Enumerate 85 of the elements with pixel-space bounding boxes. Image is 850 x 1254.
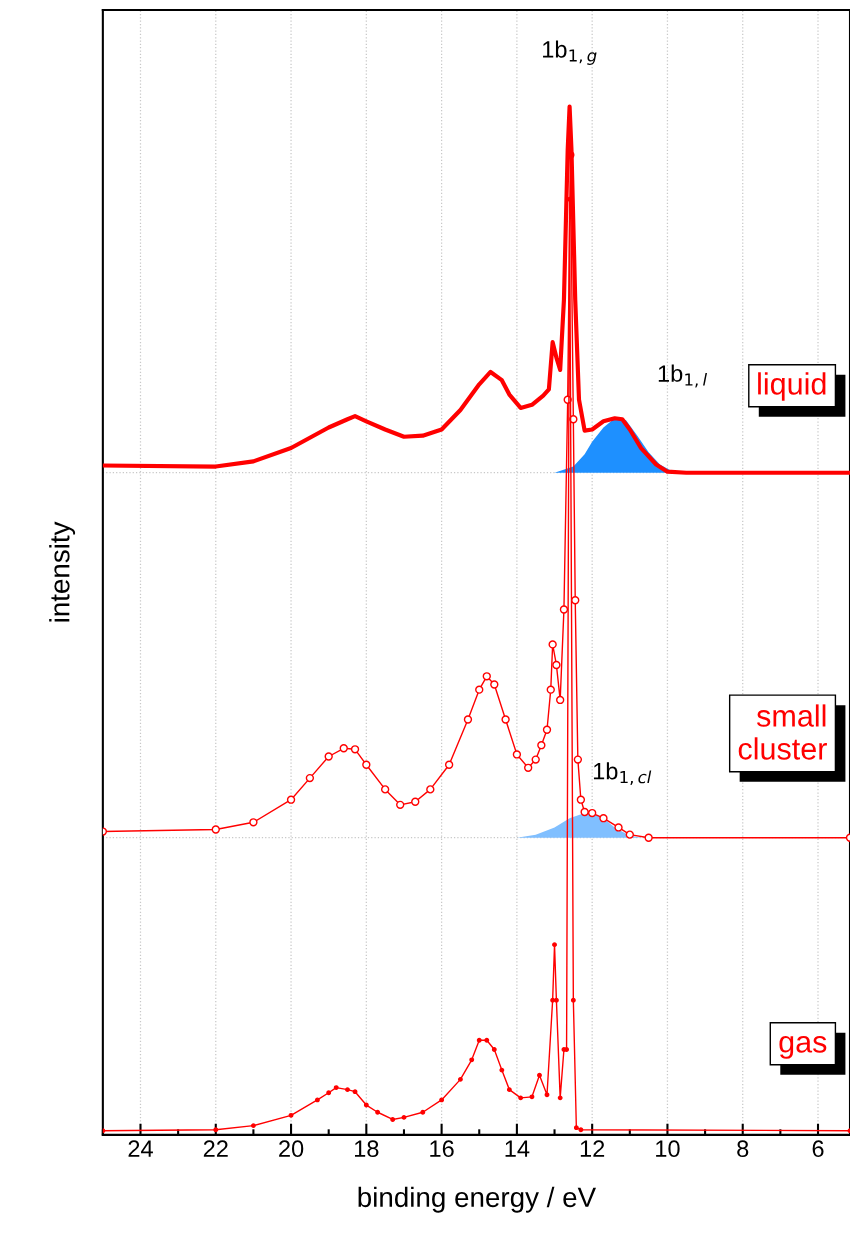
point	[250, 1123, 256, 1129]
x-tick-label: 14	[505, 1140, 530, 1157]
point	[439, 1097, 445, 1103]
point	[552, 660, 561, 670]
x-tick-label: 6	[812, 1140, 824, 1158]
point	[463, 715, 473, 724]
point	[475, 685, 484, 694]
point	[556, 695, 565, 705]
point	[557, 1095, 563, 1101]
point	[552, 942, 557, 948]
point	[352, 1089, 358, 1095]
point	[411, 797, 420, 806]
x-tick-label: 18	[355, 1140, 379, 1158]
point	[324, 752, 333, 761]
annotation: 1b$_{1,l}$	[658, 364, 707, 388]
point	[490, 680, 499, 689]
point	[588, 808, 597, 818]
point	[396, 800, 405, 809]
point	[362, 760, 371, 769]
point	[644, 833, 653, 842]
point	[529, 1094, 535, 1100]
point	[420, 1109, 426, 1115]
point	[580, 807, 589, 817]
point	[305, 773, 315, 783]
x-axis-title: binding energy / eV	[358, 1186, 596, 1213]
point	[401, 1114, 407, 1120]
point	[491, 1047, 497, 1052]
x-tick-label: 24	[128, 1140, 153, 1157]
point	[363, 1102, 369, 1108]
x-tick-label: 22	[203, 1140, 228, 1157]
point	[544, 1092, 550, 1098]
point	[444, 760, 454, 769]
point	[469, 1057, 475, 1063]
point	[484, 1037, 490, 1043]
point	[537, 1072, 542, 1078]
point	[518, 1095, 524, 1101]
point	[576, 795, 586, 804]
x-tick-label: 16	[430, 1140, 454, 1158]
point	[599, 814, 608, 823]
point	[286, 795, 296, 804]
point	[614, 823, 623, 832]
point	[350, 745, 360, 754]
point	[375, 1109, 381, 1115]
y-axis-title: intensity	[49, 521, 76, 622]
point	[482, 672, 491, 681]
point	[531, 755, 540, 764]
point	[537, 741, 546, 750]
point	[326, 1090, 332, 1096]
point	[578, 1127, 584, 1133]
point	[625, 830, 634, 839]
point	[546, 685, 555, 694]
point	[380, 785, 390, 794]
point	[571, 596, 580, 605]
text: small cluster	[738, 704, 827, 760]
x-tick-label: 8	[737, 1140, 749, 1158]
point	[314, 1097, 320, 1103]
point	[499, 1067, 505, 1073]
point	[457, 1076, 463, 1082]
point	[390, 1117, 396, 1122]
x-tick-label: 12	[580, 1140, 605, 1157]
point	[548, 640, 557, 649]
point	[573, 755, 583, 764]
point	[542, 725, 552, 734]
point	[249, 818, 258, 827]
point	[211, 825, 220, 834]
x-tick-label: 10	[656, 1140, 680, 1158]
point	[333, 1085, 339, 1091]
point	[476, 1037, 482, 1043]
point	[501, 715, 510, 724]
point	[524, 763, 533, 772]
point	[570, 997, 576, 1003]
x-tick-label: 20	[279, 1140, 304, 1158]
point	[426, 785, 435, 794]
annotation: 1b$_{1,g}$	[543, 40, 597, 65]
text: liquid	[758, 372, 826, 401]
point	[559, 605, 569, 614]
point	[213, 1127, 219, 1133]
point	[288, 1112, 294, 1118]
point	[573, 1125, 579, 1131]
point	[345, 1087, 350, 1093]
point	[506, 1087, 512, 1093]
text: gas	[779, 1036, 827, 1059]
annotation: 1b$_{1,cl}$	[593, 762, 652, 786]
point	[339, 744, 348, 753]
point	[512, 750, 522, 759]
